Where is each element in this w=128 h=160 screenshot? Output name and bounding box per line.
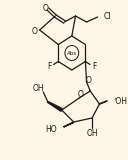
Text: OH: OH (33, 84, 45, 92)
Text: O: O (86, 76, 91, 84)
Text: OH: OH (86, 128, 98, 137)
Text: O: O (32, 27, 38, 36)
Text: ʼOH: ʼOH (113, 96, 127, 105)
Text: F: F (92, 62, 97, 71)
Text: Abs: Abs (67, 51, 77, 56)
Text: Cl: Cl (103, 12, 111, 20)
Text: O: O (42, 4, 48, 12)
Text: HO: HO (45, 125, 57, 135)
Text: F: F (47, 62, 51, 71)
Polygon shape (63, 122, 74, 127)
Polygon shape (48, 102, 62, 111)
Text: O: O (78, 89, 84, 99)
